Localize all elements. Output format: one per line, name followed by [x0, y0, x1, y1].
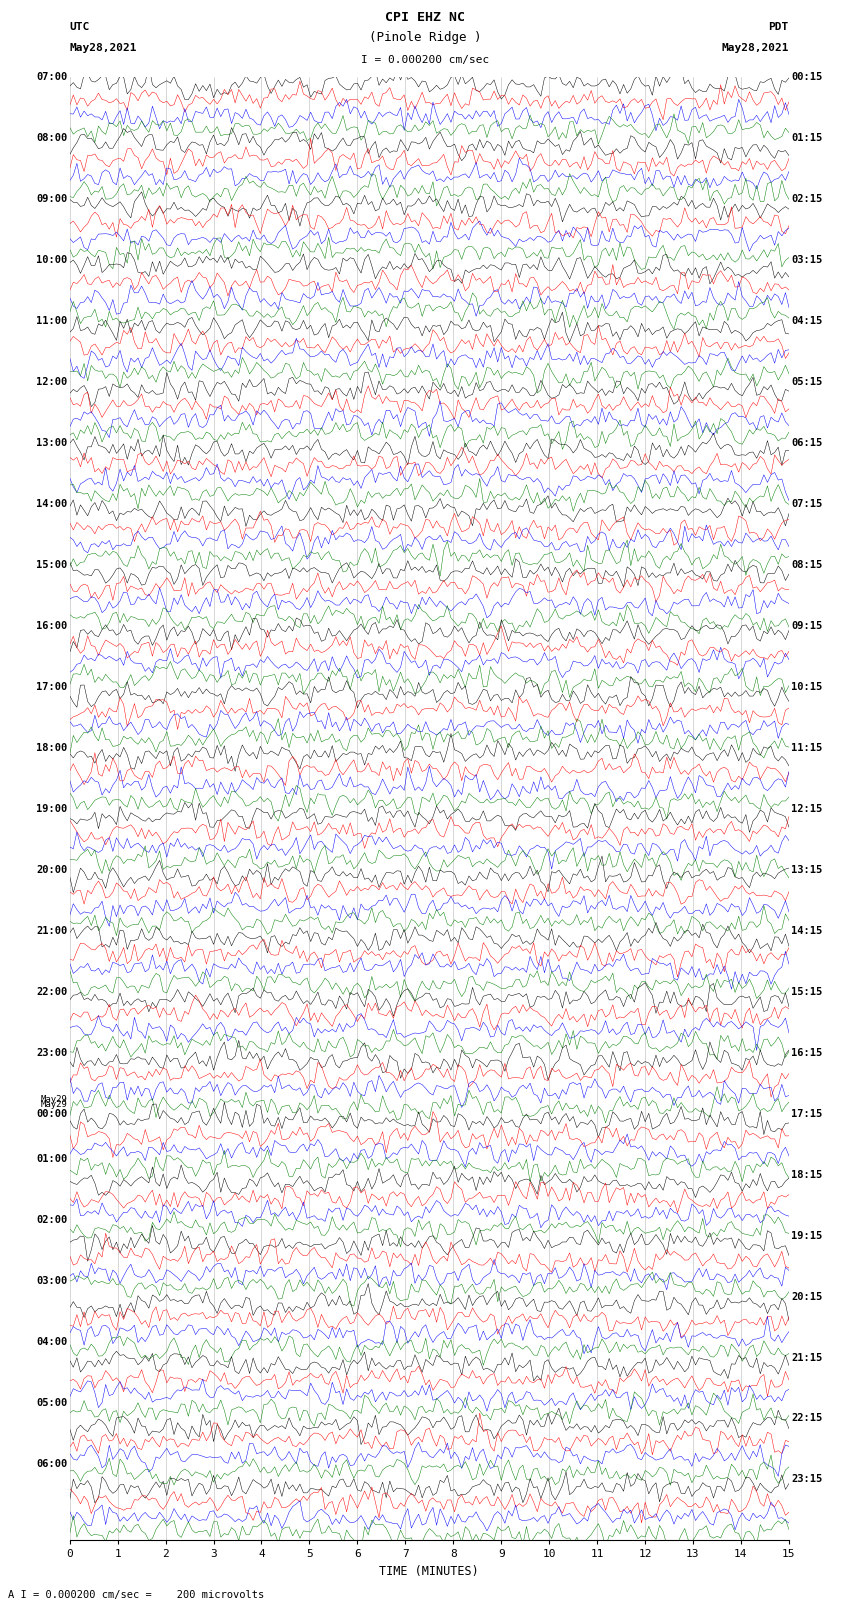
Text: May29: May29: [40, 1095, 67, 1103]
Text: 19:00: 19:00: [36, 803, 67, 815]
Text: 03:00: 03:00: [36, 1276, 67, 1286]
Text: 23:00: 23:00: [36, 1048, 67, 1058]
Text: 22:15: 22:15: [791, 1413, 823, 1424]
Text: 18:15: 18:15: [791, 1169, 823, 1179]
Text: 11:15: 11:15: [791, 744, 823, 753]
Text: 01:15: 01:15: [791, 134, 823, 144]
Text: (Pinole Ridge ): (Pinole Ridge ): [369, 31, 481, 44]
Text: 04:15: 04:15: [791, 316, 823, 326]
Text: 01:00: 01:00: [36, 1155, 67, 1165]
Text: 08:00: 08:00: [36, 134, 67, 144]
Text: A I = 0.000200 cm/sec =    200 microvolts: A I = 0.000200 cm/sec = 200 microvolts: [8, 1590, 264, 1600]
Text: 03:15: 03:15: [791, 255, 823, 265]
Text: PDT: PDT: [768, 23, 789, 32]
Text: 17:00: 17:00: [36, 682, 67, 692]
Text: 14:00: 14:00: [36, 498, 67, 510]
Text: 10:00: 10:00: [36, 255, 67, 265]
Text: 12:15: 12:15: [791, 803, 823, 815]
Text: 14:15: 14:15: [791, 926, 823, 936]
Text: 12:00: 12:00: [36, 377, 67, 387]
Text: 23:15: 23:15: [791, 1474, 823, 1484]
Text: 22:00: 22:00: [36, 987, 67, 997]
Text: 04:00: 04:00: [36, 1337, 67, 1347]
Text: 07:15: 07:15: [791, 498, 823, 510]
Text: 19:15: 19:15: [791, 1231, 823, 1240]
Text: 00:15: 00:15: [791, 73, 823, 82]
Text: May28,2021: May28,2021: [722, 44, 789, 53]
Text: UTC: UTC: [70, 23, 90, 32]
Text: 02:15: 02:15: [791, 194, 823, 205]
Text: 11:00: 11:00: [36, 316, 67, 326]
Text: 06:15: 06:15: [791, 439, 823, 448]
Text: 05:15: 05:15: [791, 377, 823, 387]
Text: 06:00: 06:00: [36, 1460, 67, 1469]
Text: 13:15: 13:15: [791, 865, 823, 874]
Text: 07:00: 07:00: [36, 73, 67, 82]
Text: 21:00: 21:00: [36, 926, 67, 936]
Text: 21:15: 21:15: [791, 1353, 823, 1363]
Text: 18:00: 18:00: [36, 744, 67, 753]
Text: I = 0.000200 cm/sec: I = 0.000200 cm/sec: [361, 55, 489, 65]
Text: 02:00: 02:00: [36, 1215, 67, 1226]
Text: 16:00: 16:00: [36, 621, 67, 631]
Text: CPI EHZ NC: CPI EHZ NC: [385, 11, 465, 24]
Text: 08:15: 08:15: [791, 560, 823, 569]
Text: 15:00: 15:00: [36, 560, 67, 569]
Text: 09:15: 09:15: [791, 621, 823, 631]
Text: May28,2021: May28,2021: [70, 44, 137, 53]
X-axis label: TIME (MINUTES): TIME (MINUTES): [379, 1565, 479, 1578]
Text: 17:15: 17:15: [791, 1108, 823, 1119]
Text: 15:15: 15:15: [791, 987, 823, 997]
Text: 10:15: 10:15: [791, 682, 823, 692]
Text: 13:00: 13:00: [36, 439, 67, 448]
Text: 16:15: 16:15: [791, 1048, 823, 1058]
Text: May29: May29: [40, 1100, 67, 1108]
Text: 00:00: 00:00: [36, 1108, 67, 1119]
Text: 20:00: 20:00: [36, 865, 67, 874]
Text: 20:15: 20:15: [791, 1292, 823, 1302]
Text: 05:00: 05:00: [36, 1398, 67, 1408]
Text: 09:00: 09:00: [36, 194, 67, 205]
